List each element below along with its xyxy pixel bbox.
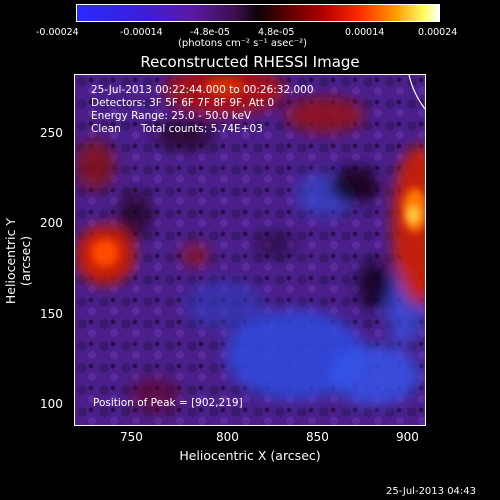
x-tick-label: 850 bbox=[306, 430, 329, 444]
x-tick-label: 800 bbox=[216, 430, 239, 444]
info-time-range: 25-Jul-2013 00:22:44.000 to 00:26:32.000 bbox=[91, 84, 314, 96]
colorbar-tick: 4.8e-05 bbox=[258, 27, 295, 38]
info-peak-position: Position of Peak = [902,219] bbox=[93, 397, 243, 409]
colorbar bbox=[76, 4, 440, 22]
x-tick-label: 900 bbox=[396, 430, 419, 444]
colorbar-tick: -0.00014 bbox=[120, 27, 163, 38]
colorbar-tick: -4.8e-05 bbox=[190, 27, 230, 38]
colorbar-tick: 0.00024 bbox=[418, 27, 458, 38]
info-energy-range: Energy Range: 25.0 - 50.0 keV bbox=[91, 110, 252, 122]
y-tick-label: 150 bbox=[40, 307, 63, 321]
render-timestamp: 25-Jul-2013 04:43 bbox=[386, 486, 477, 497]
x-axis-label: Heliocentric X (arcsec) bbox=[179, 448, 321, 463]
info-clean-counts: Clean Total counts: 5.74E+03 bbox=[91, 123, 263, 135]
y-tick-label: 200 bbox=[40, 216, 63, 230]
x-tick-label: 750 bbox=[120, 430, 143, 444]
info-detectors: Detectors: 3F 5F 6F 7F 8F 9F, Att 0 bbox=[91, 97, 275, 109]
y-tick-label: 100 bbox=[40, 397, 63, 411]
image-title: Reconstructed RHESSI Image bbox=[140, 53, 360, 71]
y-axis-label: Heliocentric Y (arcsec) bbox=[3, 217, 33, 305]
colorbar-units: (photons cm⁻² s⁻¹ asec⁻²) bbox=[178, 38, 308, 49]
rhessi-image: 25-Jul-2013 00:22:44.000 to 00:26:32.000… bbox=[74, 74, 426, 426]
colorbar-tick: 0.00014 bbox=[345, 27, 385, 38]
colorbar-tick: -0.00024 bbox=[36, 27, 79, 38]
y-tick-label: 250 bbox=[40, 126, 63, 140]
